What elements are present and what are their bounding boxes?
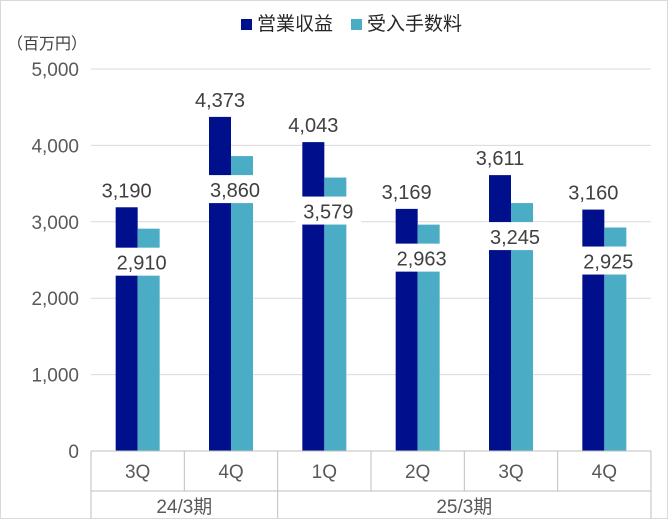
y-tick-label: 5,000 (31, 60, 79, 81)
x-group-label: 24/3期 (156, 496, 212, 518)
data-label-operating-revenue: 4,043 (288, 115, 338, 137)
data-label-box (388, 243, 455, 272)
x-tick-label: 4Q (592, 462, 617, 483)
bar-commission-income (511, 203, 533, 451)
x-tick-label: 4Q (218, 462, 243, 483)
data-label-operating-revenue: 4,373 (195, 90, 245, 112)
bar-commission-income (137, 228, 160, 451)
data-label-box (202, 175, 268, 204)
y-tick-label: 4,000 (31, 136, 79, 157)
y-tick-label: 3,000 (31, 213, 79, 234)
y-tick-label: 1,000 (31, 366, 79, 387)
bar-operating-revenue (115, 207, 138, 451)
data-label-commission-income: 3,245 (490, 227, 540, 249)
data-label-operating-revenue: 3,169 (382, 182, 432, 204)
data-label-commission-income: 2,925 (583, 252, 633, 274)
data-label-box (482, 222, 548, 251)
x-tick-label: 1Q (312, 462, 337, 483)
legend-label-0: 営業収益 (257, 13, 333, 35)
data-label-operating-revenue: 3,160 (568, 183, 618, 205)
legend-label-1: 受入手数料 (367, 13, 462, 35)
y-tick-label: 2,000 (31, 289, 79, 310)
data-label-box (108, 247, 175, 276)
x-tick-label: 3Q (498, 462, 523, 483)
data-label-operating-revenue: 3,611 (476, 148, 525, 170)
bar-commission-income (324, 177, 347, 452)
y-axis-unit-label: （百万円） (7, 35, 87, 53)
bar-operating-revenue (582, 209, 605, 451)
data-label-box (575, 246, 642, 275)
x-group-label: 25/3期 (436, 496, 492, 518)
legend-swatch-0 (241, 19, 252, 30)
data-label-commission-income: 2,963 (397, 249, 447, 271)
bar-operating-revenue (302, 142, 325, 451)
x-tick-label: 3Q (125, 462, 150, 483)
data-label-box (295, 196, 362, 225)
data-label-operating-revenue: 3,190 (102, 180, 152, 202)
y-tick-label: 0 (68, 442, 79, 463)
legend-swatch-1 (351, 19, 362, 30)
bar-commission-income (417, 224, 440, 451)
bar-operating-revenue (489, 175, 511, 451)
bar-commission-income (604, 227, 627, 451)
data-label-commission-income: 3,860 (210, 180, 260, 202)
data-label-commission-income: 3,579 (303, 202, 353, 224)
bar-operating-revenue (209, 116, 231, 451)
bar-commission-income (231, 156, 253, 451)
x-tick-label: 2Q (405, 462, 430, 483)
data-label-commission-income: 2,910 (117, 253, 167, 275)
